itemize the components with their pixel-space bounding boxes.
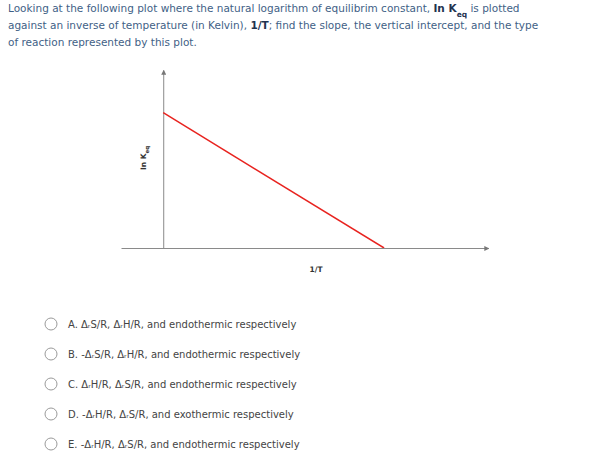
option[interactable]: C. ΔᵣH/R, ΔᵣS/R, and endothermic respect… (45, 378, 297, 390)
question-line: against an inverse of temperature (in Ke… (8, 19, 538, 31)
chart: 1/T In Keq (122, 71, 489, 275)
question-line: Looking at the following plot where the … (8, 2, 520, 19)
x-axis-line (122, 248, 489, 249)
question-text: In K (433, 2, 457, 14)
question-text: ; find the slope, the vertical intercept… (269, 19, 538, 31)
y-axis-title-subscript: eq (144, 146, 151, 154)
question-text: Looking at the following plot where the … (8, 2, 433, 14)
y-axis-title: In Keq (139, 146, 151, 170)
option[interactable]: B. -ΔᵣS/R, ΔᵣH/R, and endothermic respec… (45, 348, 300, 360)
y-axis-title-text: In K (139, 152, 148, 170)
question-text: is plotted (467, 2, 519, 14)
radio-button[interactable] (45, 378, 57, 390)
question-line: of reaction represented by this plot. (8, 36, 197, 48)
radio-button[interactable] (45, 318, 57, 330)
question-text: against an inverse of temperature (in Ke… (8, 19, 250, 31)
option[interactable]: E. -ΔᵣH/R, ΔᵣS/R, and endothermic respec… (45, 438, 300, 450)
radio-button[interactable] (45, 408, 57, 420)
option-text[interactable]: D. -ΔᵣH/R, ΔᵣS/R, and exothermic respect… (68, 409, 294, 420)
page: Looking at the following plot where the … (0, 0, 597, 470)
x-axis (122, 248, 489, 249)
option[interactable]: D. -ΔᵣH/R, ΔᵣS/R, and exothermic respect… (45, 408, 294, 420)
question-text: 1/T (250, 19, 269, 31)
data-line (163, 113, 384, 248)
radio-button[interactable] (45, 438, 57, 450)
y-axis-line (163, 71, 164, 249)
option-text[interactable]: B. -ΔᵣS/R, ΔᵣH/R, and endothermic respec… (68, 349, 300, 360)
option-text[interactable]: C. ΔᵣH/R, ΔᵣS/R, and endothermic respect… (68, 379, 297, 390)
y-axis (163, 71, 164, 249)
option-text[interactable]: E. -ΔᵣH/R, ΔᵣS/R, and endothermic respec… (68, 439, 300, 450)
option-text[interactable]: A. ΔᵣS/R, ΔᵣH/R, and endothermic respect… (68, 319, 296, 330)
option[interactable]: A. ΔᵣS/R, ΔᵣH/R, and endothermic respect… (45, 318, 296, 330)
plot-area (163, 113, 384, 248)
question-text: eq (457, 10, 467, 19)
options: A. ΔᵣS/R, ΔᵣH/R, and endothermic respect… (45, 318, 300, 450)
radio-button[interactable] (45, 348, 57, 360)
x-axis-title: 1/T (309, 265, 323, 274)
question-text: of reaction represented by this plot. (8, 36, 197, 48)
question: Looking at the following plot where the … (8, 2, 538, 48)
